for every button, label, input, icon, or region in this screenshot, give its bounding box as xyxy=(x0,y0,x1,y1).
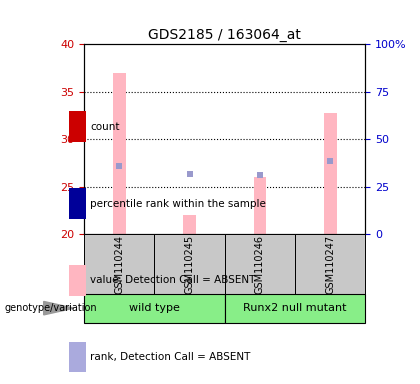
Text: GSM110246: GSM110246 xyxy=(255,235,265,293)
Point xyxy=(116,163,123,169)
Bar xyxy=(113,73,126,234)
Bar xyxy=(69,188,86,219)
Bar xyxy=(69,265,86,296)
Text: genotype/variation: genotype/variation xyxy=(4,303,97,313)
Text: GSM110247: GSM110247 xyxy=(325,235,335,293)
Bar xyxy=(69,111,86,142)
Bar xyxy=(183,215,196,234)
Text: percentile rank within the sample: percentile rank within the sample xyxy=(90,199,266,209)
Text: value, Detection Call = ABSENT: value, Detection Call = ABSENT xyxy=(90,275,256,285)
Point xyxy=(257,172,263,179)
Text: rank, Detection Call = ABSENT: rank, Detection Call = ABSENT xyxy=(90,352,251,362)
Bar xyxy=(225,294,365,323)
Bar xyxy=(225,234,295,294)
Point xyxy=(186,171,193,177)
Bar xyxy=(84,234,155,294)
Bar xyxy=(84,294,225,323)
Bar xyxy=(295,234,365,294)
Bar xyxy=(254,177,266,234)
Title: GDS2185 / 163064_at: GDS2185 / 163064_at xyxy=(148,28,301,42)
Polygon shape xyxy=(44,301,74,315)
Text: count: count xyxy=(90,122,120,132)
Bar xyxy=(69,342,86,372)
Text: GSM110245: GSM110245 xyxy=(184,235,194,293)
Text: Runx2 null mutant: Runx2 null mutant xyxy=(243,303,347,313)
Text: GSM110244: GSM110244 xyxy=(114,235,124,293)
Text: wild type: wild type xyxy=(129,303,180,313)
Bar xyxy=(324,113,336,234)
Bar xyxy=(155,234,225,294)
Point xyxy=(327,158,333,164)
